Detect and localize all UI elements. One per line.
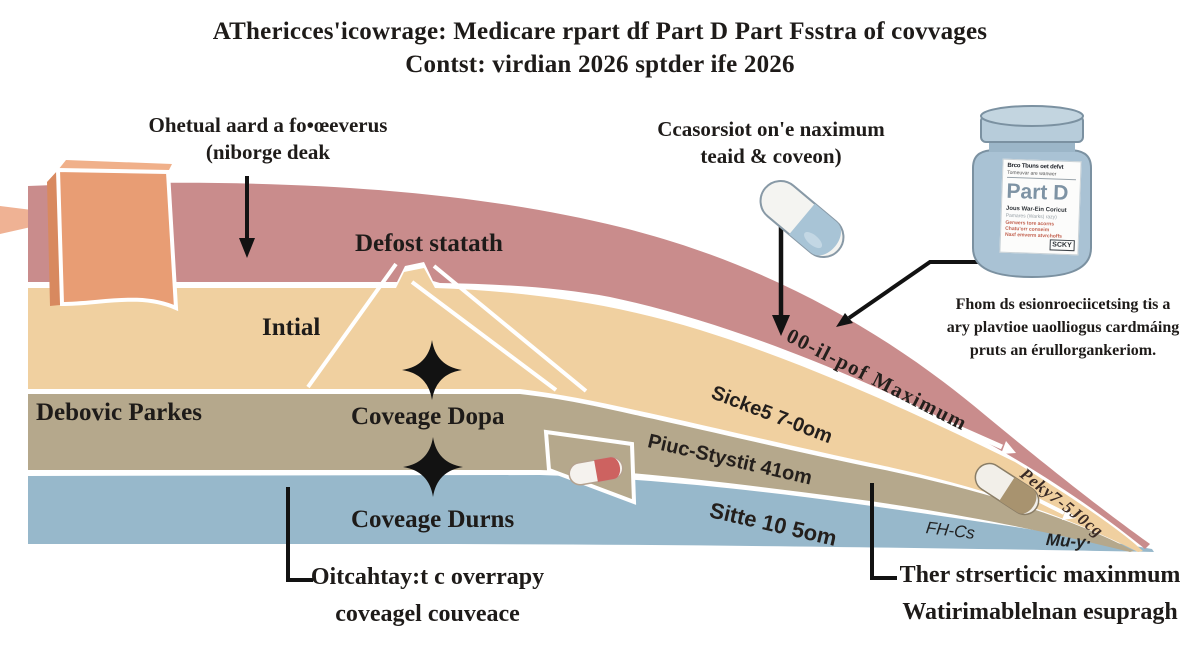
phase-label-catastrophic: Coveage Durns	[351, 506, 515, 533]
annotation-text: teaid & coveon)	[700, 144, 842, 168]
annotation-text: Ohetual aard a fo•œeverus	[148, 113, 388, 137]
caption-text: coveagel couveace	[335, 601, 520, 627]
phase-label-initial: Intial	[262, 314, 321, 341]
phase-label-initial-sub: Debovic Parkes	[36, 399, 202, 426]
phase-label-deductible: Defost statath	[355, 230, 503, 257]
fan-lines	[306, 262, 588, 393]
caption-text: Ther strserticic maxinmum	[899, 562, 1181, 588]
star-icon	[402, 340, 462, 400]
flow-arrow-icon	[1037, 498, 1076, 520]
band-initial	[28, 268, 1143, 552]
down-arrow-icon	[239, 176, 255, 258]
title-line-1: AThericces'icowrage: Medicare rpart df P…	[212, 18, 988, 45]
bottle-label-text: Tomeuvar are wanwer	[1006, 169, 1077, 181]
down-arrow-icon	[772, 222, 790, 336]
page-title: AThericces'icowrage: Medicare rpart df P…	[100, 15, 1100, 81]
caption-text: Watirimablelnan esupragh	[902, 599, 1178, 625]
annotation-text: (niborge deak	[205, 140, 331, 164]
red-capsule-icon	[568, 456, 624, 486]
right-caption-connector	[870, 483, 897, 580]
caption-bottom-left: Oitcahtay:t c overrapy coveagel couveace	[300, 559, 555, 633]
caption-text: Oitcahtay:t c overrapy	[310, 564, 545, 590]
side-note-text: Fhom ds esionroeciicetsing tis a	[955, 296, 1171, 313]
phase-label-coverage-gap: Coveage Dopa	[351, 403, 505, 430]
flow-arrow-icon	[948, 421, 1016, 454]
diagonal-label-muy: Mu-y·	[1045, 530, 1092, 553]
side-note-text: pruts an érullorgankeriom.	[969, 342, 1157, 359]
blue-capsule-icon	[759, 180, 845, 258]
side-note: Fhom ds esionroeciicetsing tis a ary pla…	[930, 293, 1196, 362]
bottle-label: Brco Tbuns oet defvt Tomeuvar are wanwer…	[999, 158, 1082, 256]
brown-capsule-icon	[974, 462, 1040, 516]
side-note-text: ary plavtioe uaolliogus cardmáing	[946, 319, 1180, 336]
star-icon	[403, 437, 463, 497]
title-line-2: Contst: virdian 2026 sptder ife 2026	[405, 51, 795, 78]
annotation-top-left: Ohetual aard a fo•œeverus (niborge deak	[88, 112, 448, 166]
caption-bottom-right: Ther strserticic maxinmum Watirimablelna…	[890, 557, 1190, 631]
bottle-badge: SCKY	[1049, 239, 1075, 252]
band-coverage-gap	[28, 394, 1134, 552]
band-deductible	[28, 182, 1150, 549]
annotation-top-middle: Ccasorsiot on'e naximum teaid & coveon)	[606, 116, 936, 170]
left-caption-connector	[286, 487, 313, 582]
annotation-text: Ccasorsiot on'e naximum	[657, 117, 885, 141]
orange-block	[47, 160, 179, 312]
bottle-brand: Part D	[1006, 179, 1069, 205]
